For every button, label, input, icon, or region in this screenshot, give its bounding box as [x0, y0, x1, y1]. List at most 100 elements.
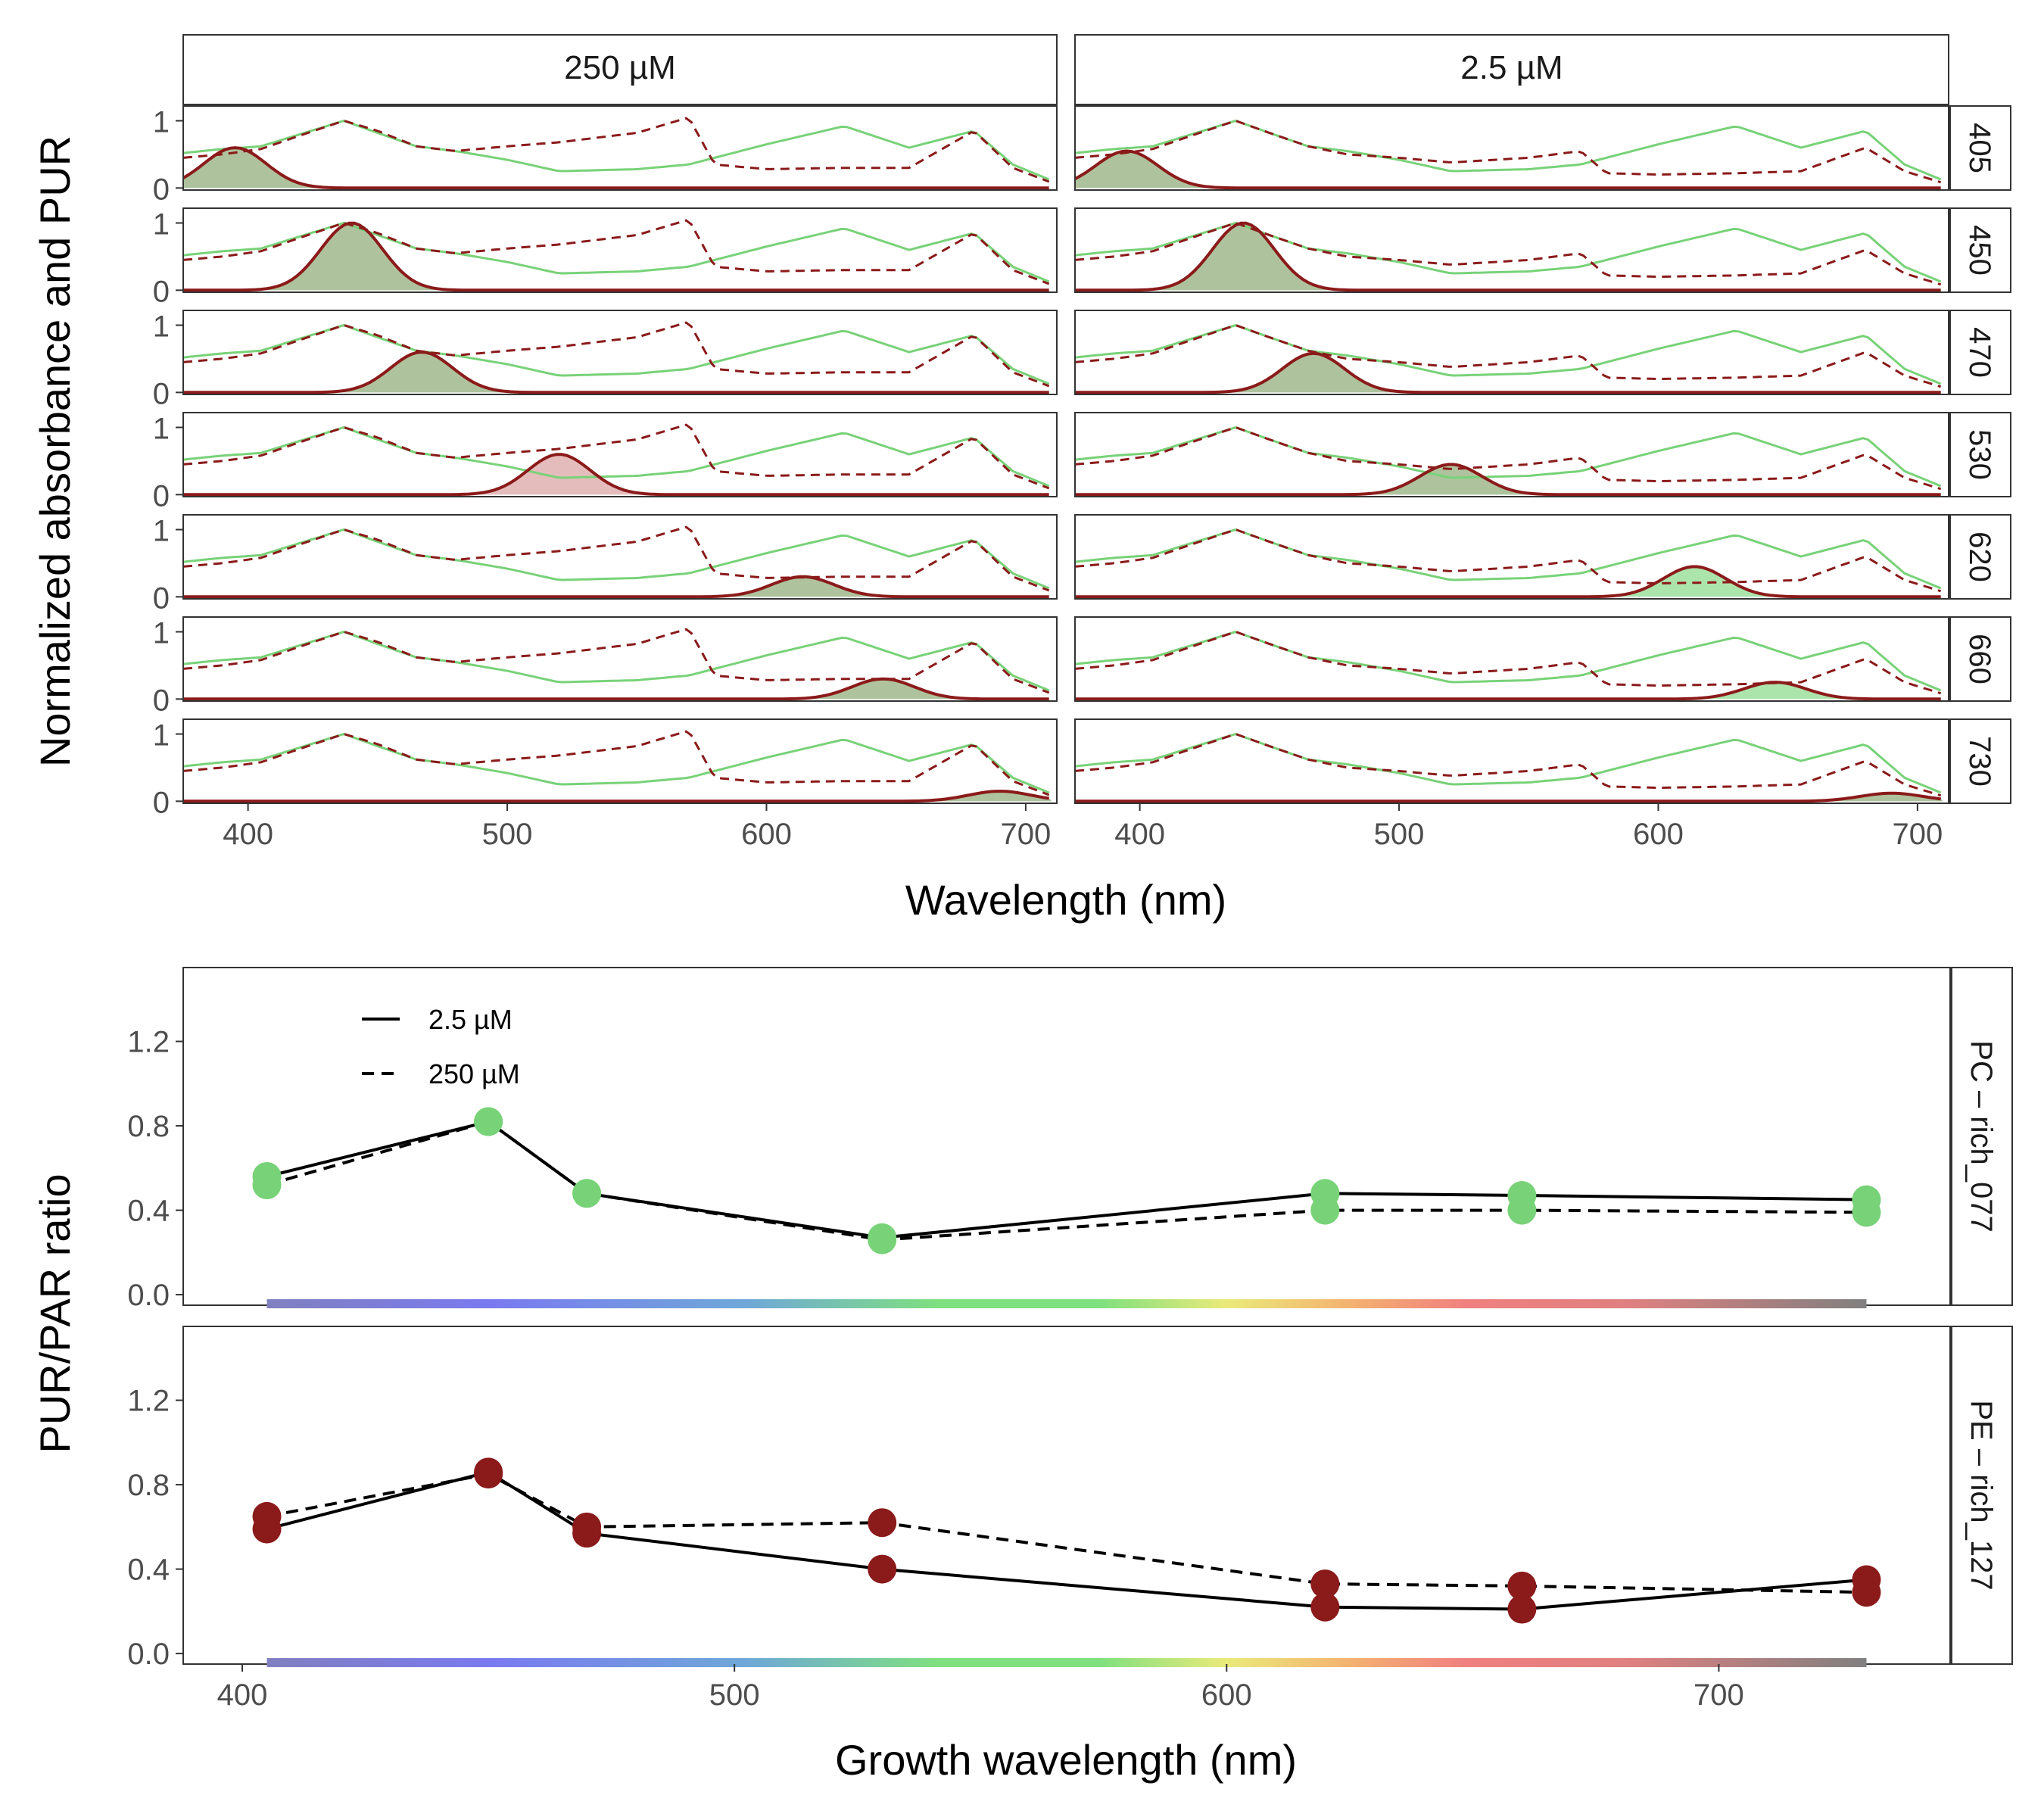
y-tick-label: 1.2 — [127, 1385, 170, 1418]
facet-strip-row — [1949, 105, 2011, 191]
x-tick-label: 500 — [482, 818, 533, 851]
y-tick-label: 0.0 — [127, 1279, 170, 1312]
facet-strip-column-label: 2.5 µM — [1460, 49, 1563, 86]
y-tick-label: 0.0 — [127, 1638, 170, 1671]
absorbance-pc-line — [1074, 425, 1942, 488]
absorbance-pe-line — [1074, 630, 1942, 695]
facet-panel: 660 — [1074, 616, 2011, 702]
pur-par-ratio-chart: 0.0 0.4 0.8 1.2 PC – rich_077 0.0 0.4 0.8 1.2 PE … — [127, 967, 2013, 1712]
absorbance-pe-line — [1074, 119, 1942, 184]
absorbance-pe-line — [182, 117, 1050, 183]
absorbance-pc-line — [182, 528, 1050, 590]
facet-strip-row-label: PE – rich_127 — [1965, 1400, 1998, 1590]
facet-strip-row-label: 620 — [1963, 531, 1996, 582]
facet-panel-border — [1074, 310, 1949, 395]
facet-panel: 01 — [153, 105, 1058, 206]
absorbance-pc-line — [1074, 630, 1942, 692]
facet-strip-row — [1949, 207, 2011, 293]
data-point — [252, 1170, 282, 1200]
facet-panel: 730 400 500 600 700 — [1074, 718, 2011, 851]
ratio-panel: 0.0 0.4 0.8 1.2 PC – rich_077 — [127, 967, 2013, 1312]
absorbance-pe-line — [182, 730, 1050, 796]
pur-area — [1075, 353, 1944, 393]
y-tick-label: 1 — [153, 208, 170, 242]
y-tick-label: 0.8 — [127, 1469, 170, 1502]
facet-panel-border — [1074, 616, 1949, 702]
y-tick-label: 0 — [153, 377, 170, 410]
ratio-panel-border — [182, 1326, 1951, 1665]
facet-panel: 620 — [1074, 514, 2011, 600]
absorbance-pc-line — [1074, 221, 1942, 283]
top-x-axis-title: Wavelength (nm) — [905, 876, 1226, 924]
data-point — [868, 1508, 897, 1538]
pur-area — [1075, 151, 1944, 189]
data-point — [1852, 1578, 1881, 1607]
x-tick-label: 400 — [1114, 818, 1165, 851]
absorbance-pe-line — [182, 525, 1050, 592]
pur-line — [1074, 149, 1941, 190]
absorbance-pe-line — [1074, 323, 1942, 388]
data-point — [868, 1554, 897, 1584]
y-tick-label: 0 — [153, 479, 170, 513]
absorbance-pe-line — [1074, 425, 1942, 491]
facet-strip-row-label: 530 — [1963, 429, 1996, 480]
y-tick-label: 0 — [153, 275, 170, 308]
pur-area — [183, 148, 1052, 189]
facet-strip-row-label: 405 — [1963, 123, 1996, 173]
pur-line — [1075, 463, 1941, 497]
x-tick-label: 600 — [741, 818, 792, 851]
pur-line — [1075, 681, 1941, 701]
pur-area — [183, 791, 1052, 802]
y-tick-label: 0.4 — [127, 1195, 170, 1228]
facet-panel-border — [182, 310, 1058, 395]
data-point — [1310, 1195, 1340, 1225]
bottom-y-axis-title: PUR/PAR ratio — [31, 1173, 79, 1453]
pur-area — [1075, 566, 1944, 597]
absorbance-pc-line — [1074, 732, 1942, 794]
facet-strip-row-label: 470 — [1963, 327, 1996, 378]
pur-line — [182, 146, 1049, 190]
facet-panel: 01 — [153, 616, 1058, 717]
facet-panel: 0 1 400 500 600 700 — [153, 718, 1058, 851]
facet-strip-row — [1949, 616, 2011, 702]
x-tick-label: 700 — [1893, 818, 1943, 851]
x-tick-label: 400 — [223, 818, 273, 851]
facet-strip-row — [1951, 1326, 2013, 1665]
data-point — [474, 1460, 503, 1489]
pur-line — [183, 351, 1049, 394]
facet-panel: 405 — [1074, 105, 2011, 191]
pur-area — [183, 352, 1052, 393]
y-tick-label: 0.8 — [127, 1110, 170, 1143]
facet-strip-row — [1949, 718, 2011, 804]
data-point — [252, 1501, 282, 1531]
facet-panel-border — [1074, 718, 1949, 804]
absorbance-pe-line — [1074, 528, 1942, 593]
absorbance-pc-line — [182, 630, 1050, 692]
facet-strip-row-label: PC – rich_077 — [1965, 1040, 1998, 1232]
facet-panel-border — [182, 412, 1058, 497]
pur-area — [183, 223, 1052, 291]
facet-strip-row — [1949, 412, 2011, 497]
legend-label: 250 µM — [428, 1058, 520, 1089]
facet-strip-row-label: 730 — [1963, 736, 1996, 787]
absorbance-pc-line — [1074, 323, 1942, 385]
data-point — [572, 1512, 602, 1541]
absorbance-pe-line — [1074, 221, 1942, 286]
x-tick-label: 700 — [1001, 818, 1052, 851]
pur-line — [183, 575, 1049, 599]
facet-panel-border — [1074, 514, 1949, 600]
y-tick-label: 0 — [153, 173, 170, 206]
pur-area — [1075, 223, 1944, 291]
pur-line — [1075, 565, 1941, 599]
top-y-axis-title: Normalized absorbance and PUR — [31, 136, 79, 767]
x-tick-label: 600 — [1201, 1678, 1252, 1712]
y-tick-label: 1 — [153, 106, 170, 139]
pur-line — [1075, 791, 1941, 803]
facet-strip-row — [1949, 514, 2011, 600]
x-tick-label: 500 — [709, 1678, 760, 1712]
facet-panel: 470 — [1074, 310, 2011, 395]
absorbance-pe-line — [182, 628, 1050, 694]
data-point — [868, 1225, 897, 1254]
data-point — [1852, 1198, 1881, 1227]
